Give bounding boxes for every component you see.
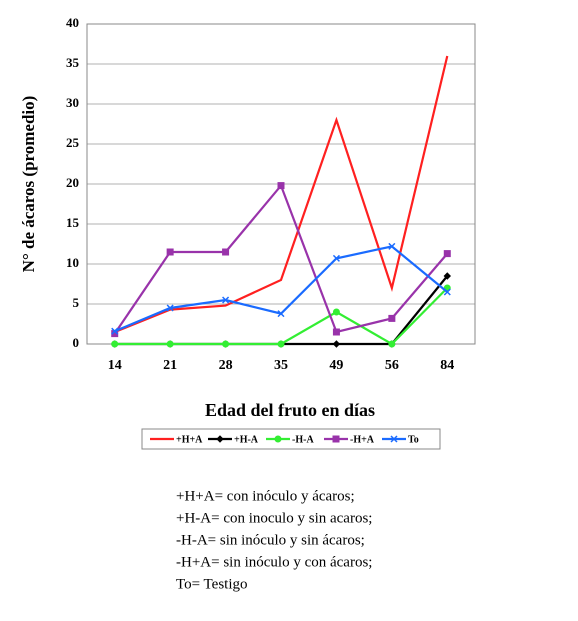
x-tick-label: 14 [108, 358, 122, 373]
marker [166, 340, 174, 348]
legend-marker [390, 435, 398, 443]
note: -H+A= sin inóculo y con ácaros; [176, 554, 372, 570]
marker [277, 182, 285, 190]
legend-marker [332, 435, 340, 443]
marker [332, 328, 340, 336]
marker [222, 248, 230, 256]
marker [166, 304, 174, 312]
x-tick-label: 28 [219, 358, 233, 373]
marker [388, 340, 396, 348]
legend-label: To [408, 434, 419, 445]
x-tick-label: 56 [385, 358, 399, 373]
marker [332, 308, 340, 316]
x-tick-label: 84 [440, 358, 454, 373]
y-axis-title: N° de ácaros (promedio) [19, 96, 38, 273]
y-tick-label: 35 [66, 55, 80, 70]
marker [332, 254, 340, 262]
marker [388, 242, 396, 250]
marker [166, 248, 174, 256]
legend-label: +H-A [234, 434, 259, 445]
y-tick-label: 30 [66, 95, 79, 110]
x-tick-label: 21 [163, 358, 177, 373]
legend-label: -H+A [350, 434, 375, 445]
marker [222, 296, 230, 304]
legend-label: +H+A [176, 434, 203, 445]
y-tick-label: 0 [73, 335, 80, 350]
marker [222, 340, 230, 348]
series-line [114, 55, 449, 334]
legend-box [141, 428, 441, 450]
y-tick-label: 25 [66, 135, 80, 150]
note: +H+A= con inóculo y ácaros; [176, 488, 355, 504]
marker [443, 250, 451, 258]
x-tick-label: 49 [329, 358, 343, 373]
legend-marker [216, 435, 224, 443]
marker [111, 327, 119, 335]
marker [277, 340, 285, 348]
marker [332, 340, 341, 348]
x-axis-title: Edad del fruto en días [205, 400, 375, 420]
x-tick-label: 35 [274, 358, 288, 373]
y-tick-label: 40 [66, 15, 79, 30]
y-tick-label: 5 [73, 295, 80, 310]
marker [443, 272, 451, 280]
marker [111, 340, 119, 348]
legend-marker [274, 435, 282, 443]
marker [443, 288, 451, 296]
note: To= Testigo [176, 576, 248, 592]
marker [277, 310, 285, 318]
marker [388, 314, 396, 322]
y-tick-label: 15 [66, 215, 80, 230]
note: -H-A= sin inóculo y sin ácaros; [176, 532, 365, 548]
legend-label: -H-A [292, 434, 314, 445]
y-tick-label: 20 [66, 175, 79, 190]
y-tick-label: 10 [66, 255, 79, 270]
note: +H-A= con inoculo y sin acaros; [176, 510, 372, 526]
